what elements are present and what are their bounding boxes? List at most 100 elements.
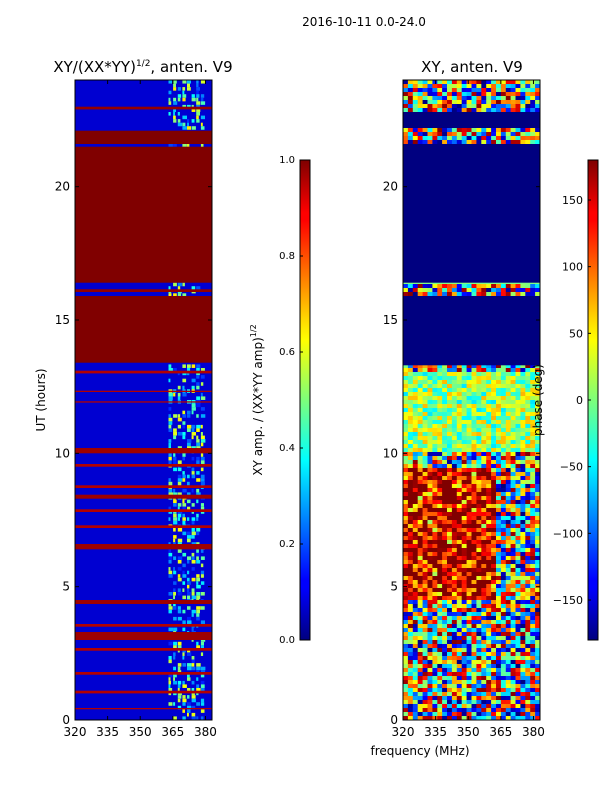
heatmap-cell [417, 388, 423, 393]
heatmap-cell [510, 648, 516, 653]
heatmap-cell [437, 572, 443, 577]
heatmap-cell [515, 692, 521, 697]
heatmap-cell [520, 648, 526, 653]
heatmap-cell [427, 464, 433, 469]
heatmap-cell [476, 108, 482, 113]
heatmap-cell [520, 512, 526, 517]
heatmap-cell [451, 668, 458, 673]
heatmap-cell [496, 460, 502, 465]
heatmap-cell [461, 592, 467, 597]
heatmap-cell [505, 696, 511, 701]
heatmap-cell [486, 688, 492, 693]
heatmap-cell [407, 500, 414, 505]
heatmap-cell [442, 516, 448, 521]
heatmap-cell [403, 628, 409, 633]
heatmap-band [75, 494, 212, 499]
heatmap-cell [173, 435, 177, 440]
heatmap-cell [442, 364, 448, 369]
heatmap-cell [520, 552, 526, 557]
heatmap-cell [407, 420, 414, 425]
heatmap-cell [403, 564, 409, 569]
heatmap-cell [407, 712, 414, 717]
heatmap-cell [515, 640, 521, 645]
heatmap-cell [466, 540, 472, 545]
heatmap-cell [476, 632, 482, 637]
heatmap-cell [417, 504, 423, 509]
heatmap-cell [200, 368, 205, 372]
heatmap-cell [447, 636, 453, 641]
heatmap-cell [432, 440, 438, 445]
heatmap-cell [422, 656, 428, 661]
heatmap-cell [177, 695, 182, 699]
heatmap-cell [471, 464, 477, 469]
heatmap-cell [476, 620, 482, 625]
heatmap-cell [191, 474, 196, 479]
heatmap-cell [177, 645, 182, 649]
heatmap-cell [525, 480, 531, 485]
heatmap-cell [432, 596, 438, 601]
heatmap-cell [471, 636, 477, 641]
heatmap-cell [447, 560, 453, 565]
heatmap-cell [427, 496, 433, 501]
heatmap-cell [417, 684, 423, 689]
heatmap-cell [447, 440, 453, 445]
heatmap-cell [461, 364, 467, 369]
heatmap-cell [466, 564, 472, 569]
heatmap-band [75, 390, 212, 392]
heatmap-cell [403, 396, 409, 401]
heatmap-cell [427, 456, 433, 461]
heatmap-cell [437, 692, 443, 697]
heatmap-cell [432, 448, 438, 453]
heatmap-cell [177, 592, 182, 596]
heatmap-cell [403, 548, 409, 553]
heatmap-cell [412, 628, 418, 633]
heatmap-cell [200, 442, 204, 447]
heatmap-cell [481, 592, 487, 597]
heatmap-cell [427, 668, 433, 673]
heatmap-cell [530, 672, 536, 677]
heatmap-cell [407, 380, 414, 385]
heatmap-cell [422, 544, 428, 549]
heatmap-cell [168, 478, 171, 482]
heatmap-cell [510, 704, 516, 709]
heatmap-cell [432, 560, 438, 565]
heatmap-cell [432, 572, 438, 577]
heatmap-cell [196, 119, 200, 123]
heatmap-cell [451, 692, 458, 697]
heatmap-cell [403, 84, 409, 89]
heatmap-cell [466, 452, 472, 457]
heatmap-cell [471, 424, 477, 429]
heatmap-cell [407, 288, 414, 293]
heatmap-cell [505, 584, 511, 589]
heatmap-cell [530, 544, 536, 549]
heatmap-cell [427, 568, 433, 573]
heatmap-cell [168, 378, 171, 383]
heatmap-cell [481, 84, 487, 89]
heatmap-cell [505, 548, 511, 553]
heatmap-cell [471, 128, 477, 133]
heatmap-cell [447, 412, 453, 417]
colorbar-tick-label: −100 [553, 527, 583, 540]
heatmap-cell [505, 484, 511, 489]
heatmap-cell [200, 460, 205, 464]
heatmap-cell [403, 136, 409, 141]
heatmap-cell [515, 460, 521, 465]
heatmap-cell [510, 532, 516, 537]
heatmap-cell [182, 609, 186, 614]
heatmap-cell [491, 424, 497, 429]
heatmap-cell [427, 616, 433, 621]
heatmap-cell [442, 288, 448, 293]
heatmap-cell [403, 496, 409, 501]
heatmap-cell [432, 516, 438, 521]
heatmap-cell [456, 392, 462, 397]
heatmap-cell [486, 600, 492, 605]
heatmap-cell [173, 453, 176, 457]
heatmap-cell [437, 680, 443, 685]
heatmap-cell [427, 564, 433, 569]
heatmap-cell [510, 392, 516, 397]
heatmap-cell [427, 292, 433, 297]
heatmap-cell [427, 100, 433, 105]
heatmap-cell [500, 460, 507, 465]
heatmap-cell [456, 504, 462, 509]
